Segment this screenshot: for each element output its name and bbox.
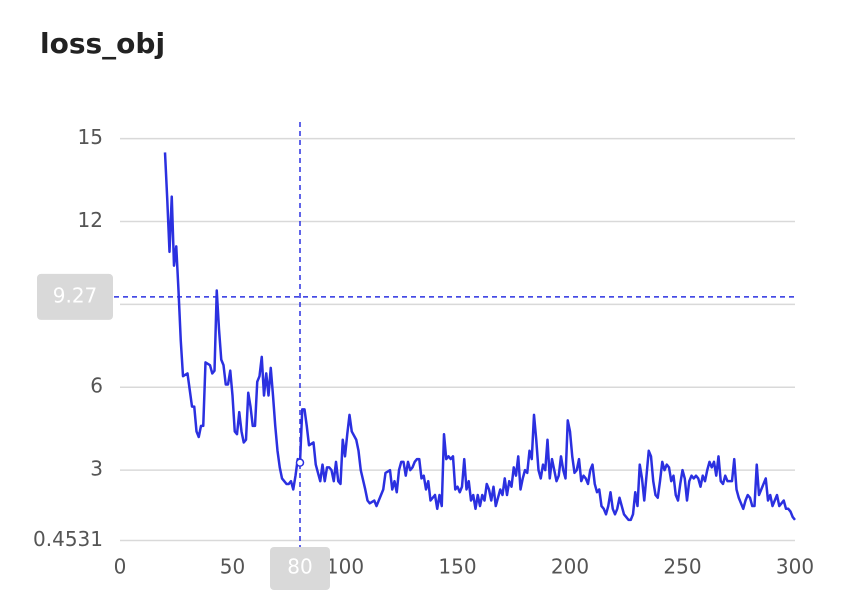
y-tick-label: 15 <box>78 125 103 149</box>
line <box>163 152 796 522</box>
crosshair-x-label: 80 <box>287 555 312 579</box>
x-tick-label: 300 <box>776 555 814 579</box>
x-tick-label: 250 <box>663 555 701 579</box>
x-tick-label: 200 <box>551 555 589 579</box>
x-tick-label: 100 <box>326 555 364 579</box>
y-tick-label: 3 <box>90 457 103 481</box>
chart-title: loss_obj <box>40 27 165 60</box>
x-tick-label: 50 <box>220 555 245 579</box>
y-tick-label: 12 <box>78 208 103 232</box>
crosshair-x-box <box>270 547 330 590</box>
y-tick-label: 6 <box>90 374 103 398</box>
x-tick-label: 0 <box>114 555 127 579</box>
hover-point <box>295 458 305 467</box>
y-tick-label: 0.4531 <box>33 527 103 551</box>
x-tick-label: 150 <box>438 555 476 579</box>
crosshair-y-box <box>37 273 113 320</box>
crosshair-y-label: 9.27 <box>53 283 98 307</box>
